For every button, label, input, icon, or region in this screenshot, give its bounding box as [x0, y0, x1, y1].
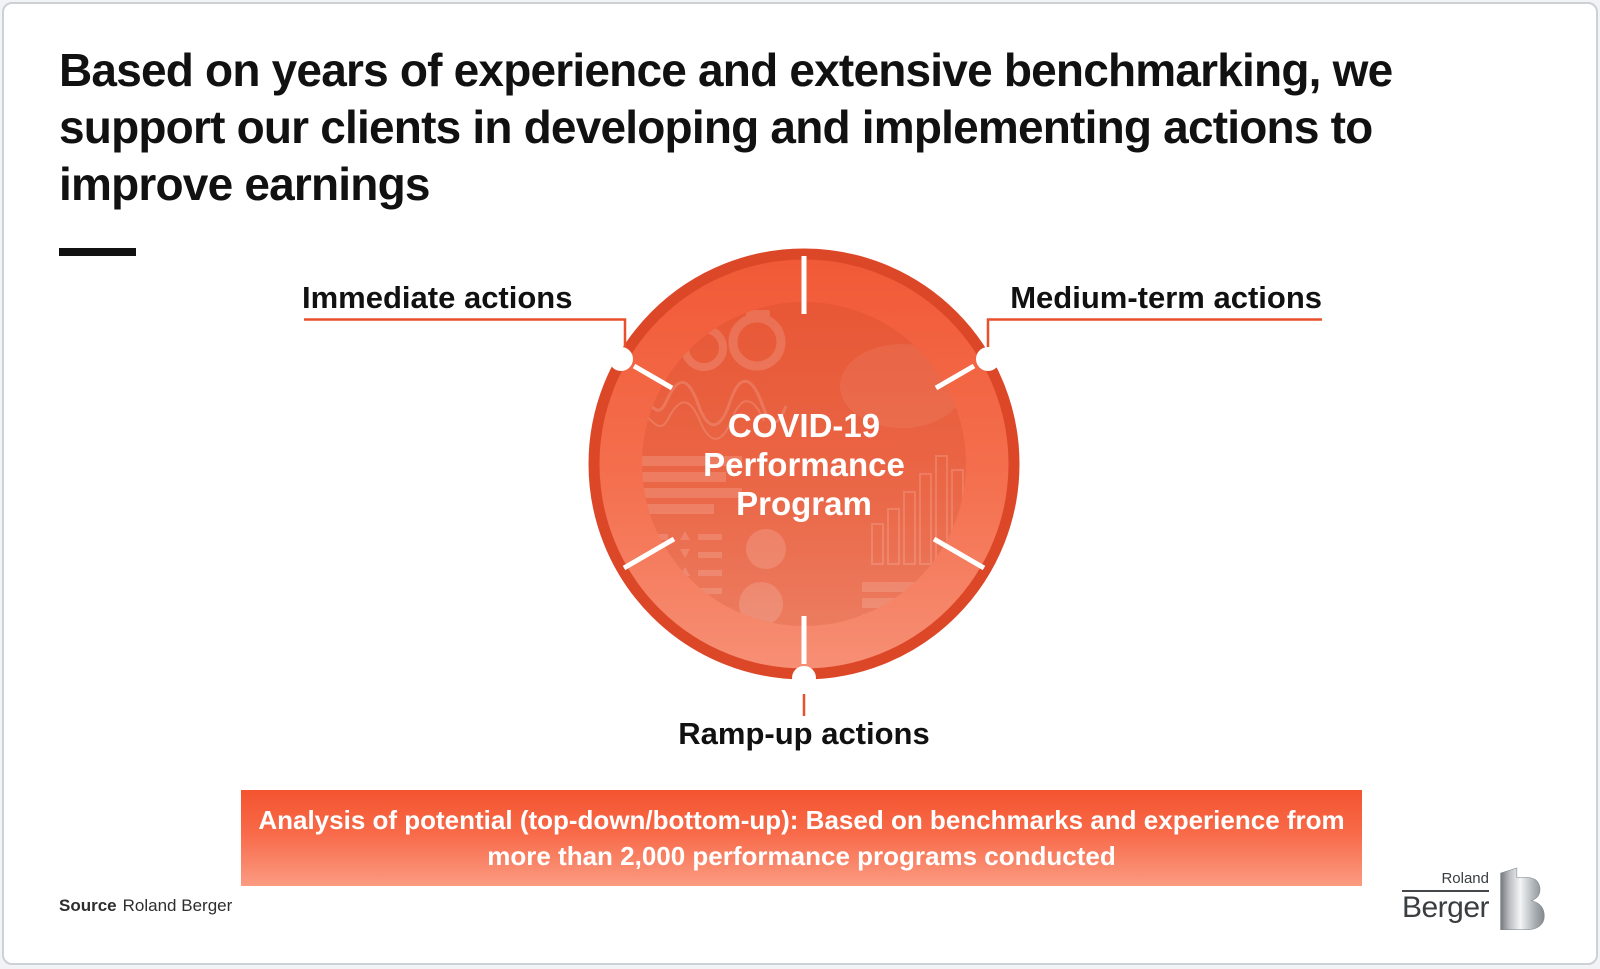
- wheel-center-line: Performance: [703, 446, 905, 483]
- banner-line: more than 2,000 performance programs con…: [487, 841, 1116, 871]
- source-note: Source Roland Berger: [59, 896, 232, 916]
- logo-roland-text: Roland: [1401, 870, 1489, 892]
- roland-berger-wordmark: Roland Berger: [1401, 870, 1490, 924]
- analysis-banner: Analysis of potential (top-down/bottom-u…: [241, 790, 1362, 886]
- title-line: support our clients in developing and im…: [59, 101, 1373, 153]
- connector-medium: [986, 318, 1322, 349]
- label-ramp-up-actions: Ramp-up actions: [678, 716, 930, 751]
- logo-berger-text: Berger: [1401, 891, 1490, 924]
- label-medium-term-actions: Medium-term actions: [1010, 280, 1322, 315]
- title-line: improve earnings: [59, 158, 430, 210]
- roland-berger-b-icon: [1500, 867, 1545, 930]
- wheel-center-title: COVID-19 Performance Program: [654, 406, 954, 523]
- node-dot-medium: [976, 347, 1000, 371]
- node-dot-rampup: [792, 666, 816, 690]
- wheel-center-line: COVID-19: [727, 407, 881, 444]
- title-underline-dash: [59, 248, 136, 256]
- page-title: Based on years of experience and extensi…: [59, 42, 1539, 213]
- title-line: Based on years of experience and extensi…: [59, 44, 1393, 96]
- wheel-center-line: Program: [736, 485, 872, 522]
- source-label: Source: [59, 896, 117, 915]
- connector-immediate: [304, 318, 627, 349]
- source-value: Roland Berger: [122, 896, 233, 915]
- banner-line: Analysis of potential (top-down/bottom-u…: [258, 805, 1345, 835]
- roland-berger-logo: Roland Berger: [1401, 865, 1546, 931]
- label-immediate-actions: Immediate actions: [302, 280, 573, 315]
- node-dot-immediate: [609, 347, 633, 371]
